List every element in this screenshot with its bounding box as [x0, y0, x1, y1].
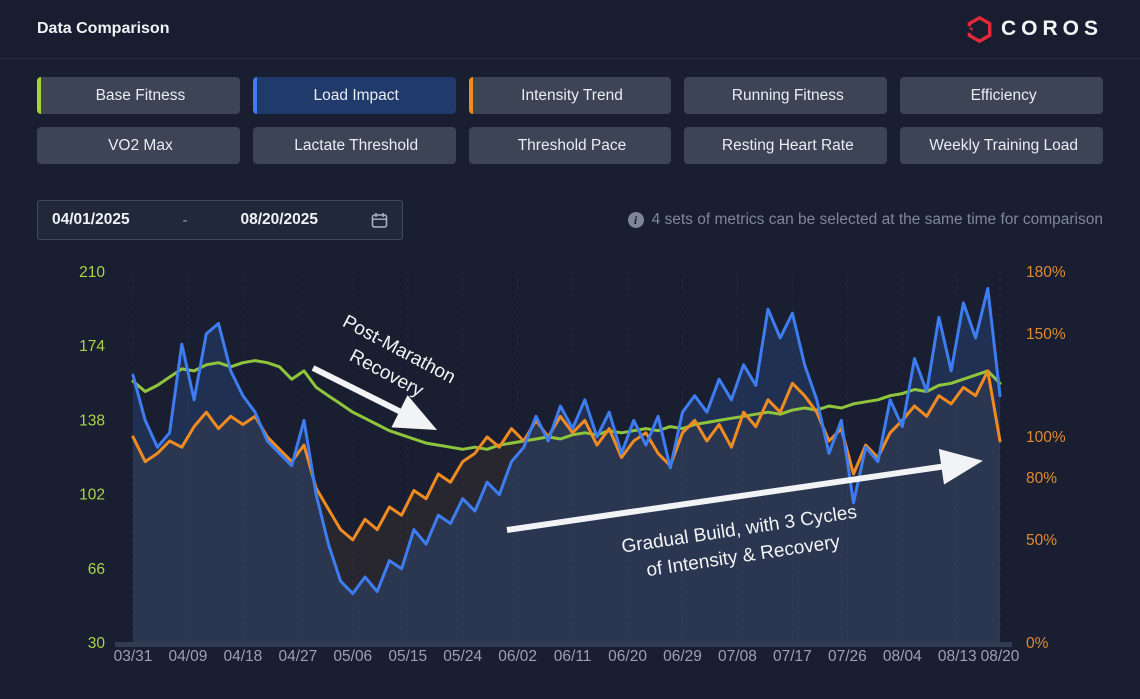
line-load-impact [131, 287, 1002, 595]
y-axis-right-label: 50% [1026, 532, 1057, 549]
y-axis-left-label: 138 [79, 412, 105, 429]
x-axis-label: 08/13 [938, 648, 977, 665]
metric-button-vo2-max[interactable]: VO2 Max [37, 127, 240, 164]
line-base-fitness [131, 359, 1002, 451]
x-axis-label: 06/20 [608, 648, 647, 665]
x-axis-label: 07/26 [828, 648, 867, 665]
y-axis-right-label: 80% [1026, 470, 1057, 487]
annotation-arrow-gradual-build [506, 448, 983, 533]
end-date-value[interactable]: 08/20/2025 [240, 211, 319, 228]
y-axis-left-label: 30 [88, 635, 106, 652]
y-axis-left-label: 210 [79, 264, 105, 281]
x-axis-label: 05/06 [333, 648, 372, 665]
x-axis-label: 05/15 [388, 648, 427, 665]
info-icon: i [627, 212, 644, 228]
y-axis-right-label: 180% [1026, 264, 1066, 281]
x-axis-label: 08/20 [981, 648, 1020, 665]
page-title: Data Comparison [37, 20, 170, 37]
y-axis-right: 180% 150% 100% 80% 50% 0% [1026, 264, 1066, 652]
metric-button-grid: Base Fitness Load Impact Intensity Trend Ru… [37, 77, 1103, 164]
metric-button-load-impact[interactable]: Load Impact [252, 77, 456, 114]
metric-button-lactate-threshold[interactable]: Lactate Threshold [252, 127, 456, 164]
x-axis-label: 08/04 [883, 648, 922, 665]
x-axis-label: 07/08 [718, 648, 757, 665]
x-axis-baseline [115, 642, 1012, 647]
chart-canvas: 210 174 138 102 66 30 180% 150% 100% 80% 50% 0% 03/3… [79, 264, 1066, 665]
x-axis-label: 06/02 [498, 648, 537, 665]
info-note: i 4 sets of metrics can be selected at t… [627, 211, 1103, 229]
x-axis-label: 06/11 [554, 648, 592, 665]
area-load-impact [133, 288, 1000, 643]
x-axis-label: 03/31 [114, 648, 153, 665]
x-axis-label: 04/27 [278, 648, 317, 665]
y-axis-left: 210 174 138 102 66 30 [79, 264, 105, 652]
header: Data Comparison COROS [0, 0, 1140, 59]
comparison-chart: 210 174 138 102 66 30 180% 150% 100% 80% 50% 0% 03/3… [0, 249, 1140, 694]
area-intensity-trend [133, 370, 1000, 643]
x-axis: 03/31 04/09 04/18 04/27 05/06 05/15 05/24 06/02… [114, 648, 1020, 665]
x-axis-label: 06/29 [663, 648, 702, 665]
y-axis-right-label: 150% [1026, 326, 1066, 343]
date-row: 04/01/2025 - 08/20/2025 i 4 sets of metr… [37, 200, 1103, 240]
y-axis-left-label: 66 [88, 561, 105, 578]
chart-plot-area[interactable] [115, 272, 1012, 643]
x-axis-label: 07/17 [773, 648, 812, 665]
series-group [131, 287, 1002, 643]
line-intensity-trend [131, 369, 1002, 542]
metric-button-threshold-pace[interactable]: Threshold Pace [468, 127, 672, 164]
annotation-arrow-post-marathon-recovery [311, 365, 438, 431]
date-separator: - [182, 211, 188, 229]
coros-logo: COROS [965, 15, 1103, 43]
y-axis-left-label: 102 [79, 487, 105, 504]
calendar-icon[interactable] [371, 212, 388, 229]
gridlines [132, 272, 1001, 643]
x-axis-label: 05/24 [443, 648, 482, 665]
date-range-picker[interactable]: 04/01/2025 - 08/20/2025 [37, 200, 403, 240]
coros-hexagon-icon [965, 15, 992, 43]
y-axis-left-label: 174 [79, 338, 105, 355]
metric-button-resting-heart-rate[interactable]: Resting Heart Rate [684, 127, 888, 164]
y-axis-right-label: 100% [1026, 429, 1066, 446]
x-axis-label: 04/09 [169, 648, 208, 665]
metric-button-running-fitness[interactable]: Running Fitness [684, 77, 888, 114]
brand-wordmark: COROS [1000, 17, 1103, 40]
metric-button-efficiency[interactable]: Efficiency [900, 77, 1103, 114]
x-axis-label: 04/18 [224, 648, 263, 665]
metric-button-intensity-trend[interactable]: Intensity Trend [468, 77, 672, 114]
metric-button-weekly-training-load[interactable]: Weekly Training Load [900, 127, 1103, 164]
metric-button-base-fitness[interactable]: Base Fitness [37, 77, 240, 114]
start-date-value[interactable]: 04/01/2025 [52, 211, 130, 228]
y-axis-right-label: 0% [1026, 635, 1049, 652]
info-note-text: 4 sets of metrics can be selected at the… [651, 211, 1103, 228]
